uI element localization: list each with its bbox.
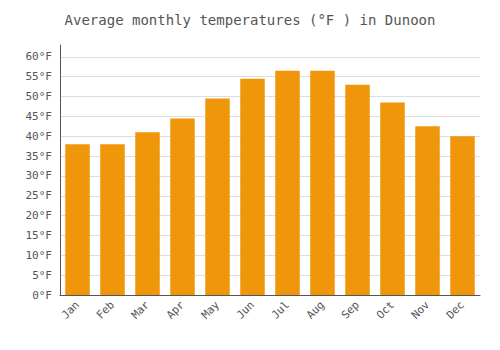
svg-text:Mar: Mar [129,298,152,321]
svg-text:Nov: Nov [409,298,432,321]
svg-text:0°F: 0°F [32,289,52,302]
svg-text:May: May [199,298,222,321]
svg-text:Average monthly temperatures (: Average monthly temperatures (°F ) in Du… [65,12,436,28]
svg-text:Jan: Jan [59,298,82,321]
svg-text:45°F: 45°F [26,110,53,123]
svg-text:55°F: 55°F [26,70,53,83]
svg-text:50°F: 50°F [26,90,53,103]
svg-text:10°F: 10°F [26,249,53,262]
svg-text:Oct: Oct [374,298,397,321]
svg-text:30°F: 30°F [26,169,53,182]
svg-text:5°F: 5°F [32,269,52,282]
svg-text:Jun: Jun [234,298,257,321]
svg-text:20°F: 20°F [26,209,53,222]
svg-text:Apr: Apr [164,298,187,321]
svg-text:60°F: 60°F [26,50,53,63]
svg-text:Jul: Jul [269,298,292,321]
svg-text:35°F: 35°F [26,150,53,163]
svg-text:Sep: Sep [339,298,362,321]
svg-text:Feb: Feb [94,298,117,321]
svg-text:Dec: Dec [444,298,467,321]
svg-text:15°F: 15°F [26,229,53,242]
svg-text:25°F: 25°F [26,189,53,202]
svg-text:40°F: 40°F [26,130,53,143]
svg-text:Aug: Aug [304,298,327,321]
